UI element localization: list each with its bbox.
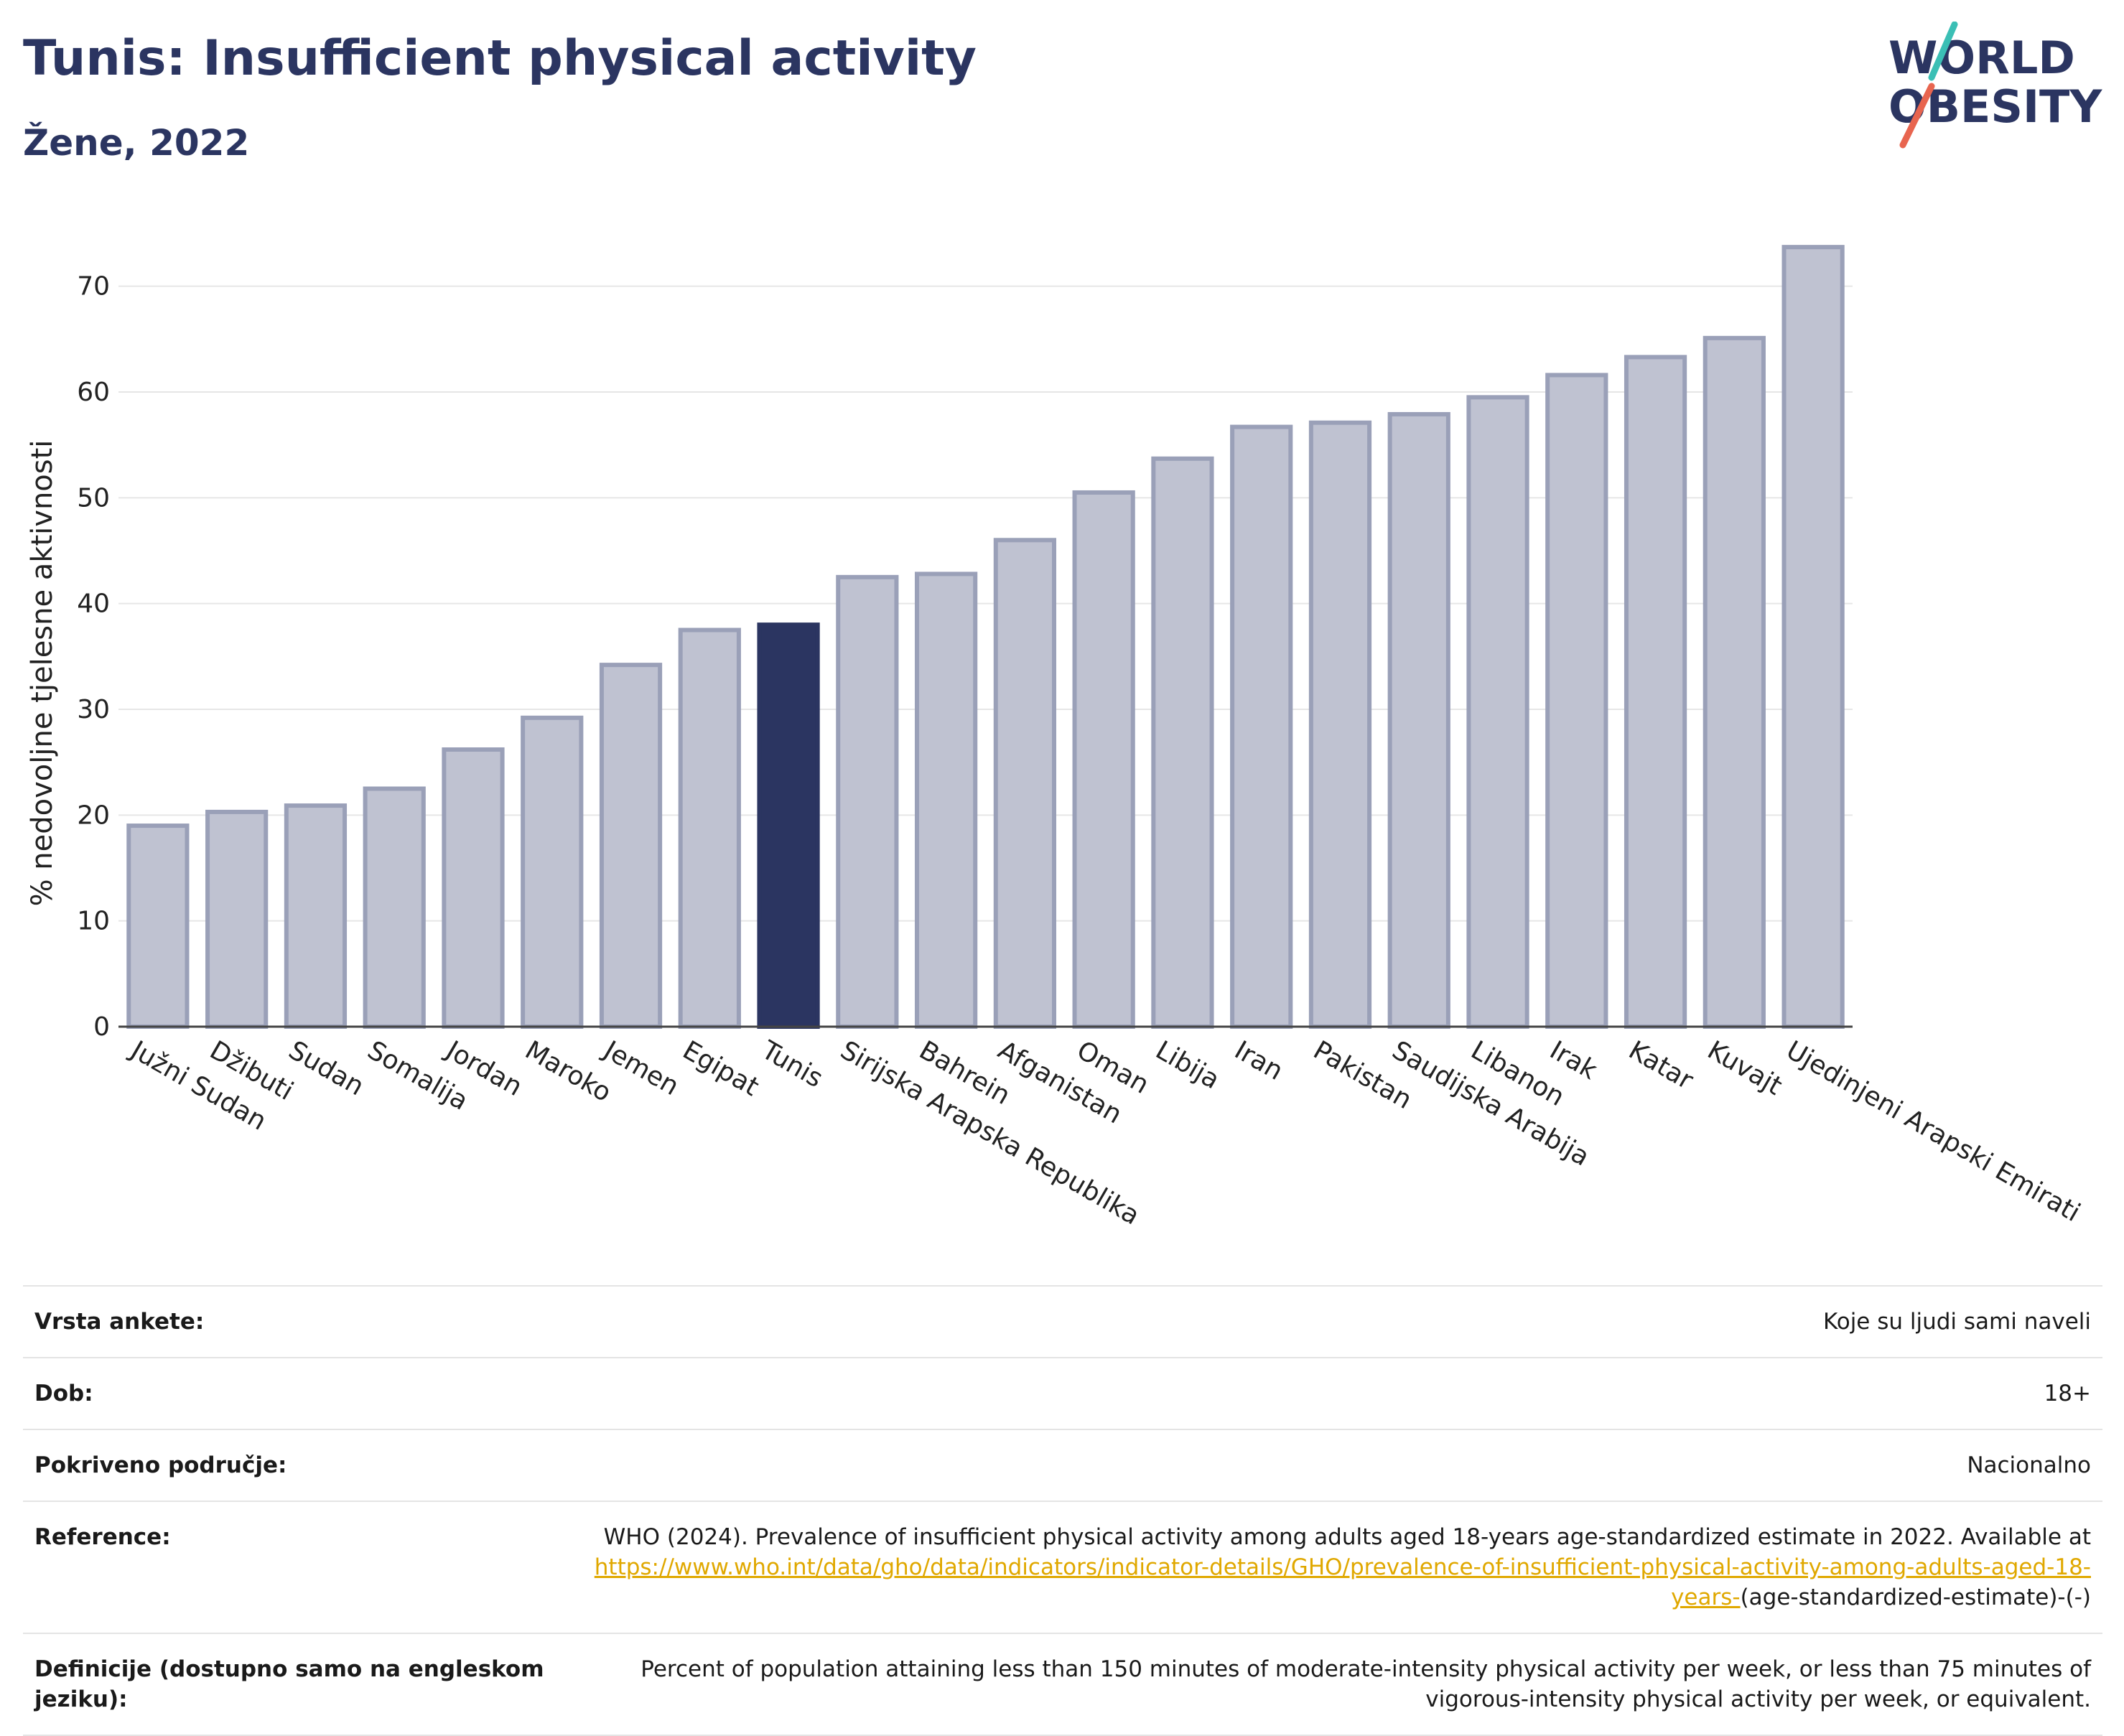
- info-label: Definicije (dostupno samo na engleskom j…: [23, 1633, 563, 1736]
- info-label: Pokriveno područje:: [23, 1429, 563, 1502]
- logo-slash-top: [1928, 22, 1958, 81]
- info-row-age: Dob: 18+: [23, 1357, 2102, 1430]
- bar-pakistan[interactable]: [1308, 420, 1372, 1029]
- bar-saudijska-arabija[interactable]: [1387, 411, 1450, 1029]
- bar-somalija[interactable]: [363, 786, 426, 1029]
- info-value: Koje su ljudi sami naveli: [563, 1285, 2102, 1358]
- bar-jemen[interactable]: [599, 663, 663, 1029]
- info-row-survey-type: Vrsta ankete: Koje su ljudi sami naveli: [23, 1285, 2102, 1358]
- info-value: Nacionalno: [563, 1429, 2102, 1502]
- info-value: 18+: [563, 1357, 2102, 1430]
- bars: [126, 245, 1845, 1030]
- x-tick-label: Katar: [1624, 1035, 1698, 1096]
- y-tick-label: 30: [77, 695, 110, 724]
- x-tick-label: Egipat: [678, 1035, 764, 1102]
- x-tick-label: Iran: [1229, 1035, 1287, 1086]
- logo-slash-bottom: [1899, 83, 1935, 149]
- bar-tunis[interactable]: [757, 622, 820, 1029]
- reference-text: WHO (2024). Prevalence of insufficient p…: [603, 1524, 2091, 1550]
- bar-kuvajt[interactable]: [1703, 335, 1766, 1030]
- bar-libija[interactable]: [1151, 456, 1214, 1029]
- bar-ju-ni-sudan[interactable]: [126, 823, 190, 1029]
- bar-oman[interactable]: [1072, 490, 1135, 1029]
- y-axis-label: % nedovoljne tjelesne aktivnosti: [26, 440, 59, 907]
- x-tick-label: Sudan: [284, 1035, 369, 1101]
- info-row-definitions: Definicije (dostupno samo na engleskom j…: [23, 1633, 2102, 1736]
- logo-text-top: WORLD: [1888, 32, 2075, 84]
- info-row-coverage: Pokriveno područje: Nacionalno: [23, 1429, 2102, 1502]
- y-tick-label: 70: [77, 272, 110, 302]
- y-tick-label: 40: [77, 589, 110, 619]
- x-tick-label: Libija: [1150, 1035, 1224, 1095]
- x-tick-label: Ujedinjeni Arapski Emirati: [1781, 1035, 2085, 1228]
- y-tick-label: 60: [77, 378, 110, 407]
- x-tick-label: Tunis: [756, 1035, 828, 1093]
- info-value: WHO (2024). Prevalence of insufficient p…: [563, 1501, 2102, 1634]
- info-row-reference: Reference: WHO (2024). Prevalence of ins…: [23, 1501, 2102, 1634]
- info-label: Reference:: [23, 1501, 563, 1634]
- bar-d-ibuti[interactable]: [205, 809, 269, 1029]
- y-tick-label: 10: [77, 907, 110, 936]
- info-value: Percent of population attaining less tha…: [563, 1633, 2102, 1736]
- chart-subtitle: Žene, 2022: [23, 122, 250, 164]
- y-tick-label: 50: [77, 483, 110, 513]
- bar-jordan[interactable]: [442, 747, 505, 1030]
- info-label: Vrsta ankete:: [23, 1285, 563, 1358]
- y-tick-label: 0: [93, 1012, 110, 1042]
- bar-bahrein[interactable]: [914, 571, 978, 1029]
- reference-link[interactable]: https://www.who.int/data/gho/data/indica…: [594, 1554, 2091, 1610]
- reference-suffix: (age-standardized-estimate)-(-): [1740, 1585, 2091, 1610]
- x-tick-label: Maroko: [520, 1035, 616, 1108]
- bar-libanon[interactable]: [1466, 395, 1529, 1030]
- bar-egipat[interactable]: [678, 627, 741, 1029]
- bar-sudan[interactable]: [284, 803, 348, 1029]
- info-label: Dob:: [23, 1357, 563, 1430]
- info-table: Vrsta ankete: Koje su ljudi sami naveli …: [23, 1285, 2102, 1736]
- y-tick-label: 20: [77, 801, 110, 830]
- bar-katar[interactable]: [1624, 355, 1687, 1029]
- world-obesity-logo: WORLD OBESITY: [1888, 22, 2102, 149]
- x-tick-label: Kuvajt: [1703, 1035, 1787, 1101]
- chart-title: Tunis: Insufficient physical activity: [23, 30, 977, 87]
- bar-irak[interactable]: [1545, 373, 1608, 1029]
- bar-afganistan[interactable]: [993, 538, 1057, 1029]
- bar-ujedinjeni-arapski-emirati[interactable]: [1781, 245, 1845, 1030]
- bar-maroko[interactable]: [521, 715, 584, 1030]
- bar-iran[interactable]: [1230, 424, 1293, 1029]
- bar-sirijska-arapska-republika[interactable]: [836, 574, 899, 1029]
